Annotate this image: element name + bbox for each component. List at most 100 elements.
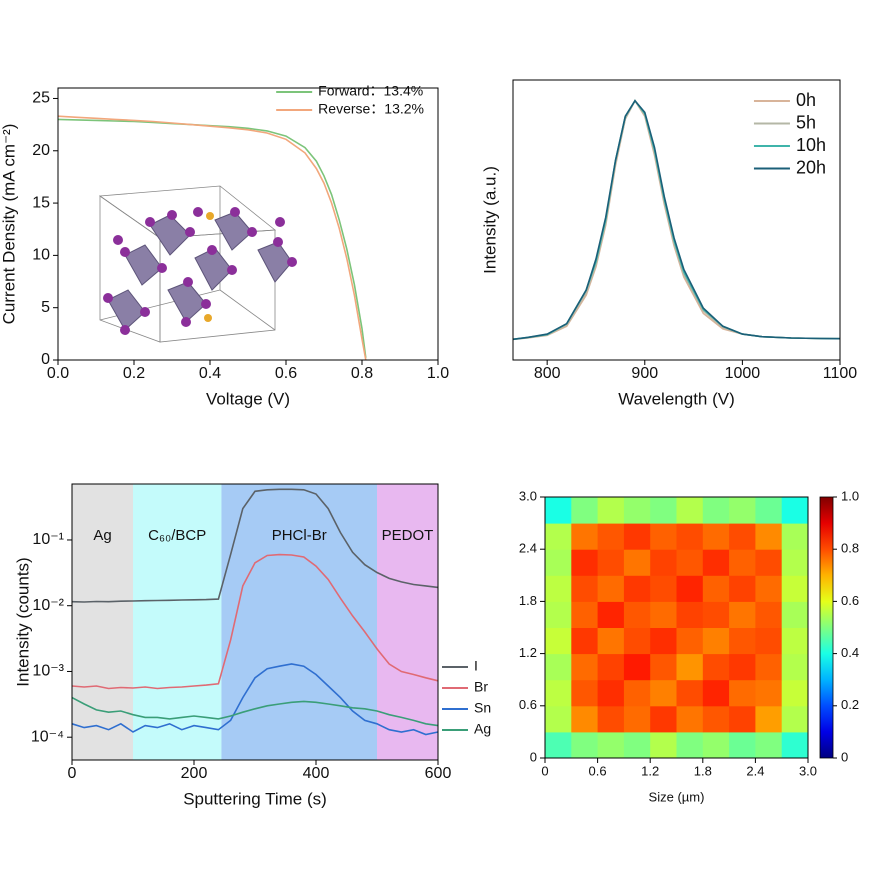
heat-cell	[571, 679, 599, 707]
heat-cell	[729, 731, 756, 759]
y-tick-label: 10⁻²	[32, 597, 64, 614]
heat-cell	[676, 497, 704, 524]
heat-cell	[597, 627, 625, 655]
heat-cell	[623, 627, 651, 655]
legend-label: Reverse：13.2%	[318, 101, 424, 117]
heat-cell	[545, 601, 572, 628]
x-tick-label: 1.8	[694, 763, 712, 778]
colorbar-tick-label: 1.0	[841, 488, 859, 503]
heat-cell	[676, 523, 704, 550]
plot-frame	[57, 87, 439, 361]
x-tick-label: 0.4	[199, 365, 221, 382]
x-axis-label: Wavelength (V)	[618, 389, 735, 408]
heat-cell	[571, 575, 599, 602]
y-tick-label: 25	[32, 90, 50, 107]
heat-cell	[650, 523, 677, 550]
heat-cell	[755, 497, 783, 524]
heat-cell	[702, 497, 730, 524]
colorbar-tick-label: 0.8	[841, 541, 859, 556]
heat-cell	[702, 601, 730, 628]
x-tick-label: 0.6	[589, 763, 607, 778]
x-tick-label: 1100	[823, 365, 858, 382]
heat-cell	[755, 549, 783, 576]
heat-cell	[676, 601, 704, 628]
heat-cell	[702, 653, 730, 681]
y-tick-label: 1.2	[519, 645, 537, 660]
heat-cell	[702, 679, 730, 707]
heat-cell	[650, 705, 677, 733]
y-axis-label: Intensity (a.u.)	[480, 166, 499, 274]
heat-cell	[755, 679, 783, 707]
x-tick-label: 0.8	[351, 365, 373, 382]
region-label: PEDOT	[382, 527, 434, 544]
heat-cell	[729, 497, 756, 524]
x-tick-label: 800	[534, 365, 561, 382]
heat-cell	[729, 653, 756, 681]
heat-cell	[650, 601, 677, 628]
heat-cell	[676, 549, 704, 576]
y-tick-label: 10⁻¹	[32, 531, 64, 548]
x-tick-label: 1.0	[427, 365, 449, 382]
plot-frame	[544, 496, 809, 759]
heat-cell	[623, 679, 651, 707]
x-tick-label: 200	[181, 765, 208, 782]
heat-cell	[650, 731, 677, 759]
y-axis-label: Current Density (mA cm⁻²)	[0, 124, 18, 325]
series-line	[71, 488, 439, 603]
colorbar-tick-label: 0.2	[841, 697, 859, 712]
legend-label: Ag	[474, 721, 491, 737]
heat-cell	[650, 627, 677, 655]
heat-cell	[755, 705, 783, 733]
heat-cell	[623, 549, 651, 576]
heat-cell	[650, 653, 677, 681]
heat-cell	[623, 653, 651, 681]
series-line	[71, 696, 439, 727]
heat-cell	[571, 731, 599, 759]
series-line	[512, 99, 841, 341]
heat-cell	[545, 523, 572, 550]
y-axis-label: Intensity (counts)	[13, 557, 32, 686]
heat-cell	[676, 653, 704, 681]
x-tick-label: 900	[631, 365, 658, 382]
heat-cell	[781, 575, 809, 602]
heat-cell	[729, 627, 756, 655]
series-line	[57, 115, 367, 361]
heat-cell	[702, 731, 730, 759]
x-tick-label: 600	[425, 765, 452, 782]
x-tick-label: 0.0	[47, 365, 69, 382]
y-tick-label: 3.0	[519, 488, 537, 503]
y-tick-label: 0	[41, 351, 50, 368]
heat-cell	[729, 679, 756, 707]
heat-cell	[781, 705, 809, 733]
colorbar-tick-label: 0.4	[841, 645, 859, 660]
heat-cell	[597, 705, 625, 733]
legend-label: Sn	[474, 700, 491, 716]
x-tick-label: 3.0	[799, 763, 817, 778]
y-tick-label: 1.8	[519, 593, 537, 608]
heat-cell	[571, 705, 599, 733]
heat-cell	[571, 549, 599, 576]
heat-cell	[702, 523, 730, 550]
heat-cell	[676, 627, 704, 655]
heat-cell	[597, 679, 625, 707]
crystal-structure-inset	[98, 185, 297, 343]
legend-label: 20h	[796, 157, 826, 177]
legend-label: 0h	[796, 90, 816, 110]
heat-cell	[597, 601, 625, 628]
heat-cell	[702, 549, 730, 576]
heat-cell	[755, 575, 783, 602]
y-tick-label: 0	[530, 749, 537, 764]
x-axis-label: Size (µm)	[649, 789, 705, 804]
heat-cell	[571, 523, 599, 550]
heat-cell	[702, 705, 730, 733]
heat-cell	[623, 601, 651, 628]
heat-cell	[729, 575, 756, 602]
heat-cell	[597, 731, 625, 759]
heat-cell	[755, 523, 783, 550]
heat-cell	[650, 679, 677, 707]
series-line	[71, 663, 439, 736]
heat-cell	[781, 679, 809, 707]
legend-label: Forward：13.4%	[318, 83, 423, 99]
y-tick-label: 0.6	[519, 697, 537, 712]
heat-cell	[650, 549, 677, 576]
